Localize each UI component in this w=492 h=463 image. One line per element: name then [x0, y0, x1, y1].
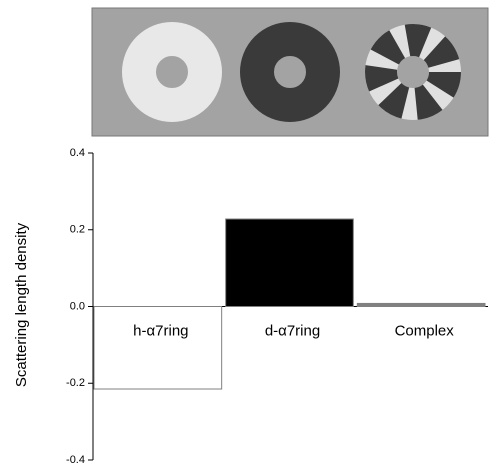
y-tick-label: -0.2 [66, 377, 85, 389]
y-axis-label: Scattering length density [13, 222, 30, 387]
category-label: d-α7ring [265, 322, 320, 339]
y-tick-label: 0.0 [70, 300, 85, 312]
bar [225, 218, 354, 308]
y-tick-label: 0.2 [70, 224, 85, 236]
bar [356, 302, 486, 307]
h-ring-image [122, 22, 222, 122]
bar [93, 306, 223, 390]
category-label: Complex [395, 322, 455, 339]
y-tick-label: 0.4 [70, 147, 85, 159]
category-label: h-α7ring [133, 322, 188, 339]
y-tick-label: -0.4 [66, 454, 85, 463]
structure-image [91, 7, 489, 137]
d-ring-image [240, 22, 340, 122]
complex-ring-dark [365, 24, 461, 120]
